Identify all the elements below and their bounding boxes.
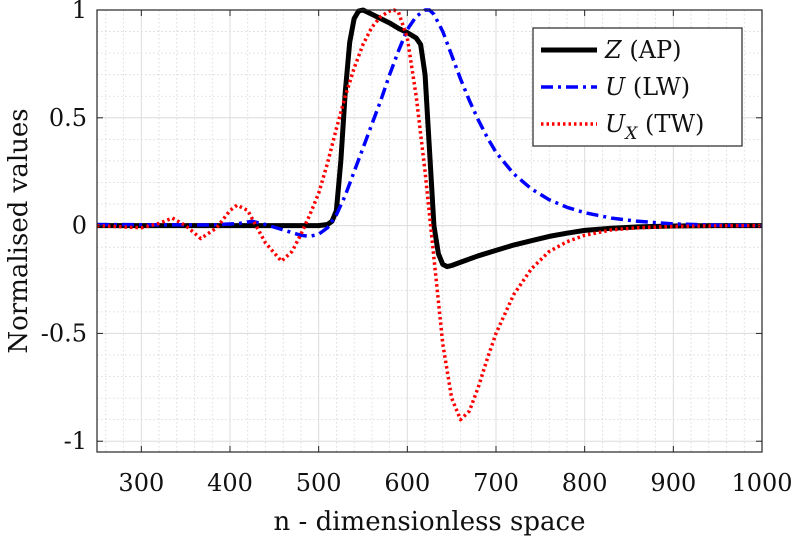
x-tick-label: 900: [650, 469, 696, 497]
y-axis-label: Normalised values: [4, 108, 34, 353]
tick-labels: 300 400 500 600 700 800 900 1000 -1 -0.5 0 0.5 1: [41, 0, 793, 497]
y-tick-label: 1: [72, 0, 87, 24]
x-tick-label: 600: [384, 469, 430, 497]
plot-frame: [96, 9, 763, 453]
series-lines: [96, 7, 763, 422]
x-tick-label: 400: [207, 469, 253, 497]
x-tick-label: 700: [473, 469, 519, 497]
series-line-2: [96, 8, 763, 239]
y-tick-label: -1: [64, 427, 87, 455]
x-tick-label: 500: [296, 469, 342, 497]
y-tick-label: 0.5: [49, 104, 87, 132]
series-line-3: [96, 8, 763, 422]
series-line-1: [97, 7, 762, 270]
x-axis-label: n - dimensionless space: [274, 507, 586, 537]
legend-label-3: UX (TW): [605, 110, 704, 144]
x-tick-label: 800: [562, 469, 608, 497]
y-tick-label: -0.5: [41, 319, 87, 347]
legend-label-2: U (LW): [605, 73, 690, 101]
x-tick-label: 1000: [731, 469, 792, 497]
axes: [96, 9, 763, 453]
legend-label-1: Z (AP): [604, 36, 682, 64]
legend: Z (AP) U (LW) UX (TW): [532, 27, 743, 147]
y-tick-label: 0: [72, 212, 87, 240]
x-tick-label: 300: [118, 469, 164, 497]
